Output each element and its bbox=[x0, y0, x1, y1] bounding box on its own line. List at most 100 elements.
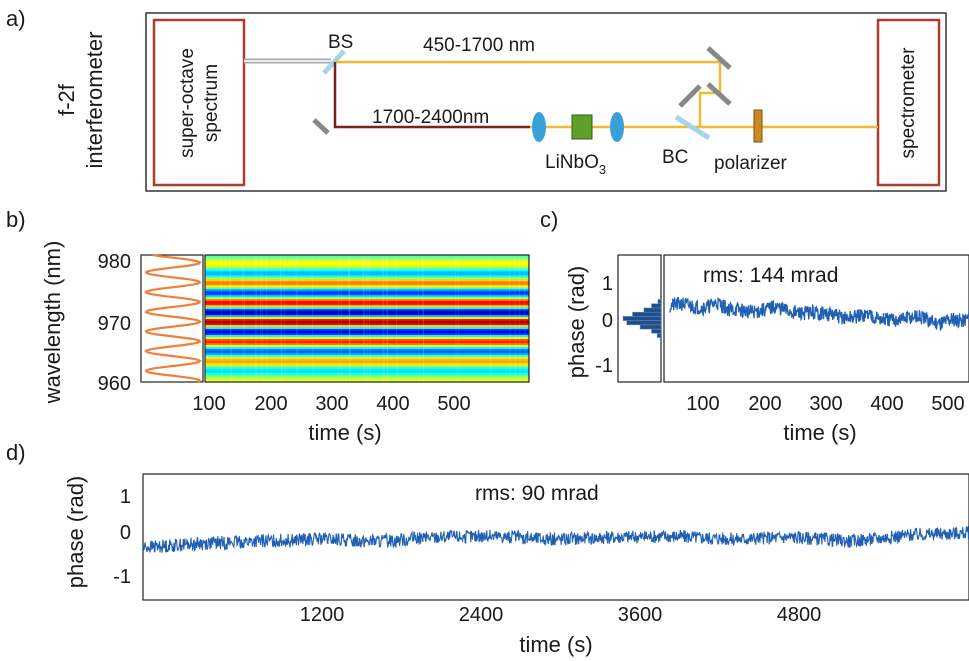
heatmap-row bbox=[205, 376, 529, 379]
heatmap-row bbox=[205, 342, 529, 345]
panel-c-label: c) bbox=[540, 207, 558, 232]
panel-b-xtick-500: 500 bbox=[437, 393, 470, 415]
panel-d-xtick-1200: 1200 bbox=[300, 604, 345, 626]
panel-d-xtick-3600: 3600 bbox=[618, 604, 663, 626]
heatmap-row bbox=[205, 278, 529, 282]
panel-d-xtick-4800: 4800 bbox=[777, 604, 822, 626]
heatmap-streak bbox=[454, 254, 457, 383]
heatmap-row bbox=[205, 334, 529, 337]
histogram-bar bbox=[639, 324, 662, 330]
upper-arm-label: 450-1700 nm bbox=[423, 35, 535, 56]
heatmap-row bbox=[205, 372, 529, 375]
heatmap-row bbox=[205, 380, 529, 383]
polarizer-label: polarizer bbox=[714, 153, 788, 174]
panel-c-ylabel: phase (rad) bbox=[564, 266, 589, 379]
panel-c-xtick-100: 100 bbox=[686, 393, 719, 415]
panel-d-ytick-minus1: -1 bbox=[113, 566, 131, 588]
heatmap-row bbox=[205, 330, 529, 333]
source-text: super-octave spectrum bbox=[177, 48, 222, 158]
heatmap-streak bbox=[417, 254, 420, 383]
heatmap-row bbox=[205, 316, 529, 320]
spectrometer-box bbox=[876, 18, 941, 187]
heatmap-streak bbox=[254, 254, 257, 383]
visible-beam-path bbox=[335, 60, 878, 129]
mirror-left-upper bbox=[678, 84, 702, 108]
histogram-bar bbox=[643, 307, 662, 313]
heatmap-streak bbox=[518, 254, 521, 383]
heatmap-streak bbox=[295, 254, 298, 383]
heatmap-row bbox=[205, 322, 529, 326]
heatmap-streak bbox=[422, 254, 425, 383]
histogram-bar bbox=[651, 303, 662, 309]
panel-c-rms: rms: 144 mrad bbox=[703, 264, 838, 287]
heatmap-streak bbox=[395, 254, 398, 383]
heatmap-row bbox=[205, 318, 529, 322]
heatmap-row bbox=[205, 362, 529, 365]
bc-label: BC bbox=[662, 147, 688, 168]
heatmap-row bbox=[205, 284, 529, 288]
heatmap-row bbox=[205, 288, 529, 292]
heatmap-streak bbox=[363, 254, 366, 383]
heatmap-row bbox=[205, 258, 529, 262]
panel-c-ytick-1: 1 bbox=[602, 273, 613, 295]
heatmap-row bbox=[205, 312, 529, 316]
heatmap-row bbox=[205, 340, 529, 343]
mirror-right-lower bbox=[706, 82, 732, 106]
lens-1 bbox=[532, 112, 546, 142]
heatmap-streak bbox=[340, 254, 343, 383]
panel-b-ytick-960: 960 bbox=[98, 373, 131, 395]
heatmap-streak bbox=[229, 254, 232, 383]
panel-b-ytick-970: 970 bbox=[98, 313, 131, 335]
heatmap-row bbox=[205, 280, 529, 284]
histogram-bar bbox=[626, 320, 662, 326]
ir-beam-path bbox=[333, 62, 530, 129]
panel-a-label: a) bbox=[6, 6, 26, 31]
histogram-bar bbox=[622, 316, 662, 321]
panel-d-xtick-2400: 2400 bbox=[459, 604, 504, 626]
spectrum-line bbox=[144, 253, 202, 383]
panel-d-xlabel: time (s) bbox=[519, 632, 592, 657]
heatmap-row bbox=[205, 304, 529, 308]
panel-c-xtick-500: 500 bbox=[931, 393, 964, 415]
heatmap-row bbox=[205, 370, 529, 373]
histogram bbox=[622, 299, 662, 338]
heatmap-streak bbox=[229, 254, 232, 383]
heatmap-streak bbox=[489, 254, 492, 383]
heatmap-row bbox=[205, 338, 529, 341]
heatmap-row bbox=[205, 366, 529, 369]
polarizer bbox=[753, 109, 763, 143]
heatmap-streak bbox=[255, 254, 258, 383]
heatmap-row bbox=[205, 378, 529, 381]
heatmap-streak bbox=[243, 254, 246, 383]
heatmap-row bbox=[205, 302, 529, 306]
heatmap-frame bbox=[204, 254, 530, 383]
panel-c-xtick-300: 300 bbox=[809, 393, 842, 415]
heatmap-streak bbox=[265, 254, 268, 383]
heatmap-row bbox=[205, 290, 529, 294]
heatmap-streak bbox=[523, 254, 526, 383]
panel-c-xlabel: time (s) bbox=[783, 420, 856, 445]
panel-b-ylabel: wavelength (nm) bbox=[40, 241, 65, 405]
panel-c-xtick-200: 200 bbox=[748, 393, 781, 415]
heatmap-row bbox=[205, 272, 529, 276]
heatmap-row bbox=[205, 294, 529, 298]
heatmap-row bbox=[205, 306, 529, 310]
heatmap-row bbox=[205, 326, 529, 330]
panel-b-xtick-100: 100 bbox=[192, 393, 225, 415]
heatmap-row bbox=[205, 262, 529, 266]
bs-label: BS bbox=[328, 32, 353, 53]
heatmap-row bbox=[205, 256, 529, 260]
heatmap-row bbox=[205, 260, 529, 264]
panel-b-xtick-400: 400 bbox=[376, 393, 409, 415]
panel-d-phase-trace bbox=[142, 526, 969, 553]
heatmap-row bbox=[205, 308, 529, 312]
histogram-bar bbox=[656, 333, 662, 338]
heatmap-row bbox=[205, 344, 529, 347]
heatmap-streak bbox=[362, 254, 365, 383]
panel-d-label: d) bbox=[6, 440, 26, 465]
heatmap-streak bbox=[457, 254, 460, 383]
heatmap-streak bbox=[348, 254, 351, 383]
heatmap-row bbox=[205, 356, 529, 359]
panel-b-xlabel: time (s) bbox=[308, 420, 381, 445]
panel-b-xtick-300: 300 bbox=[315, 393, 348, 415]
